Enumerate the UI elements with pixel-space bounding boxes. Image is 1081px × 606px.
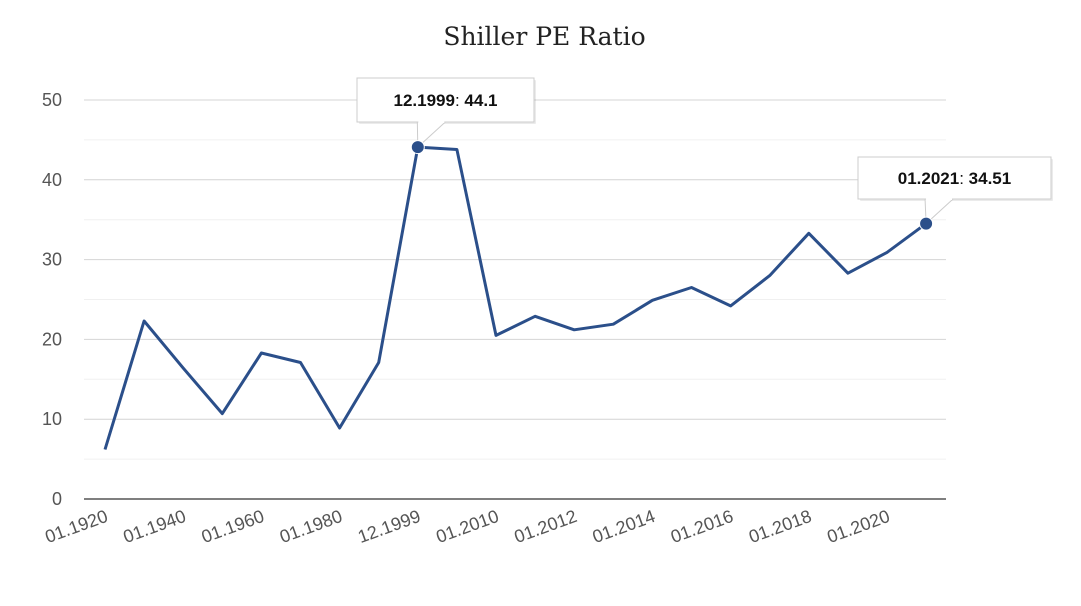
tooltip-separator: :	[959, 169, 968, 188]
x-tick-label: 01.1960	[199, 506, 267, 547]
tooltip-date: 12.1999	[394, 91, 455, 110]
series-line	[103, 145, 927, 450]
y-tick-label: 10	[42, 409, 62, 429]
tooltip-value: 34.51	[969, 169, 1012, 188]
tooltip-box	[857, 156, 1052, 200]
y-tick-label: 30	[42, 250, 62, 270]
x-tick-label: 01.2016	[668, 506, 736, 547]
data-point-marker	[410, 140, 425, 155]
y-tick-label: 20	[42, 329, 62, 349]
x-tick-label: 01.1920	[42, 506, 110, 547]
x-tick-label: 01.2010	[433, 506, 501, 547]
x-tick-label: 01.2020	[824, 506, 892, 547]
tooltip-value: 44.1	[464, 91, 497, 110]
x-tick-label: 12.1999	[355, 506, 423, 547]
x-tick-label: 01.1940	[121, 506, 189, 547]
x-tick-label: 01.2012	[512, 506, 580, 547]
tooltip-text: 01.2021: 34.51	[898, 169, 1011, 188]
tooltip-date: 01.2021	[898, 169, 959, 188]
data-point-marker	[919, 216, 934, 231]
chart-title: Shiller PE Ratio	[443, 22, 646, 51]
y-tick-label: 40	[42, 170, 62, 190]
x-tick-label: 01.1980	[277, 506, 345, 547]
x-tick-label: 01.2018	[746, 506, 814, 547]
y-tick-label: 50	[42, 90, 62, 110]
tooltip-box	[356, 77, 535, 123]
x-tick-label: 01.2014	[590, 506, 658, 547]
tooltip-text: 12.1999: 44.1	[394, 91, 498, 110]
tooltip-separator: :	[455, 91, 464, 110]
y-tick-label: 0	[52, 489, 62, 509]
